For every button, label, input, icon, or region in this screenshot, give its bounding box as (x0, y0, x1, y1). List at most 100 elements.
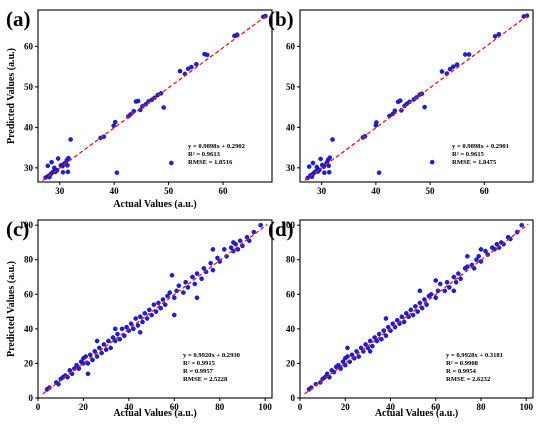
data-point (458, 276, 463, 282)
data-point (465, 264, 470, 269)
data-point (87, 352, 93, 358)
data-point (117, 336, 123, 342)
data-point (376, 331, 382, 337)
data-point (454, 62, 460, 67)
data-point (215, 255, 220, 261)
data-point (101, 342, 107, 347)
stats-annotation: RMSE = 1.8475 (452, 159, 497, 166)
data-point (376, 170, 382, 175)
data-point (447, 285, 452, 290)
stats-annotation: R² = 0.9915 (183, 360, 216, 367)
data-point (478, 259, 484, 264)
data-point (392, 108, 398, 114)
data-point (429, 159, 435, 165)
data-point (428, 292, 434, 297)
data-point (306, 164, 312, 169)
data-point (158, 305, 163, 311)
x-tick-label: 20 (79, 402, 89, 412)
data-point (370, 343, 375, 349)
data-point (433, 295, 439, 301)
y-axis-label: Predicted Values (a.u.) (6, 261, 17, 357)
data-point (228, 245, 234, 250)
data-point (156, 300, 161, 306)
data-point (210, 247, 216, 252)
data-point (451, 274, 457, 280)
data-point (56, 381, 61, 387)
data-point (372, 335, 377, 340)
x-tick-label: 40 (124, 402, 134, 412)
data-point (363, 342, 368, 347)
data-point (433, 278, 439, 283)
data-point (194, 271, 200, 276)
x-axis-label: Actual Values (a.u.) (113, 199, 196, 210)
data-point (83, 354, 89, 359)
data-point (208, 260, 213, 266)
x-tick-label: 20 (341, 402, 351, 412)
data-point (221, 247, 227, 252)
x-tick-label: 50 (164, 186, 174, 196)
data-point (251, 229, 257, 235)
data-point (65, 169, 71, 175)
data-point (476, 253, 482, 259)
x-tick-label: 40 (386, 402, 396, 412)
data-point (422, 297, 427, 302)
data-point (165, 293, 170, 299)
x-tick-label: 100 (258, 402, 272, 412)
data-point (97, 345, 102, 351)
x-tick-label: 80 (476, 402, 486, 412)
panel-d: 0 20 40 60 80 100 0 20 40 60 80 100 Actual Values (a… (268, 217, 534, 419)
data-point (381, 328, 386, 333)
data-point (149, 312, 154, 318)
y-tick-label: 30 (24, 163, 34, 173)
data-point (190, 274, 195, 280)
y-tick-label: 100 (282, 220, 296, 230)
data-point (110, 335, 116, 340)
data-point (112, 338, 118, 344)
data-point (52, 165, 57, 171)
panel-label: (c) (6, 217, 29, 241)
data-point (172, 312, 177, 318)
data-point (246, 238, 252, 244)
data-point (474, 257, 479, 263)
panel-c: 0 20 40 60 80 100 0 20 40 60 80 100 Actual Values (a… (6, 217, 273, 419)
y-tick-label: 0 (29, 393, 34, 403)
data-point (183, 279, 188, 285)
y-tick-label: 40 (24, 122, 34, 132)
data-point (90, 357, 95, 363)
data-point (144, 316, 150, 321)
data-point (439, 69, 445, 74)
data-point (161, 105, 167, 110)
data-point (462, 52, 468, 57)
stats-annotation: RMSE = 2.5228 (183, 376, 228, 383)
data-point (94, 338, 100, 344)
x-tick-label: 80 (215, 402, 225, 412)
data-point (404, 311, 409, 316)
data-point (417, 300, 423, 306)
data-point (204, 52, 210, 58)
data-point (108, 345, 113, 351)
data-point (99, 350, 104, 356)
x-tick-label: 30 (317, 186, 327, 196)
data-point (140, 319, 145, 325)
panel-label: (b) (268, 7, 294, 31)
data-point (176, 283, 182, 288)
x-tick-label: 50 (426, 186, 436, 196)
data-point (119, 326, 125, 332)
data-point (435, 288, 441, 294)
data-point (124, 324, 129, 330)
data-point (237, 238, 243, 244)
data-point (189, 64, 194, 70)
data-point (442, 288, 448, 294)
data-point (345, 354, 350, 359)
data-point (60, 169, 66, 175)
data-point (437, 281, 443, 287)
x-tick-label: 40 (371, 186, 381, 196)
plot-area (42, 13, 268, 182)
data-point (131, 326, 136, 332)
data-point (258, 222, 263, 228)
data-point (210, 267, 216, 273)
data-point (112, 119, 118, 125)
y-tick-label: 60 (24, 289, 34, 299)
data-point (451, 64, 456, 69)
x-axis-label: Actual Values (a.u.) (375, 408, 458, 419)
